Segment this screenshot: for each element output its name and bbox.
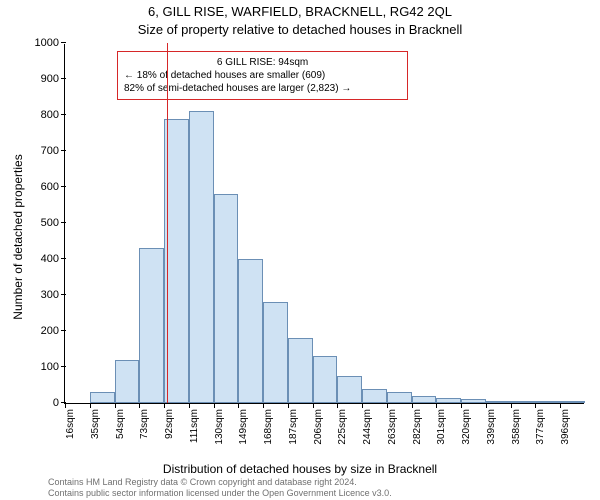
y-tick: 400 — [19, 253, 65, 265]
histogram-bar — [90, 392, 115, 403]
y-tick: 200 — [19, 325, 65, 337]
annotation-line-1: 6 GILL RISE: 94sqm — [124, 56, 401, 69]
y-axis-label: Number of detached properties — [11, 137, 25, 337]
histogram-bar — [387, 392, 412, 403]
x-tick-label: 377sqm — [535, 403, 546, 445]
x-tick-label: 111sqm — [189, 403, 200, 443]
footnote-line-2: Contains public sector information licen… — [48, 488, 392, 498]
annotation-line-2: ← 18% of detached houses are smaller (60… — [124, 69, 401, 82]
y-tick: 800 — [19, 109, 65, 121]
x-tick-label: 130sqm — [214, 403, 225, 445]
histogram-bar — [263, 302, 288, 403]
histogram-bar — [115, 360, 140, 403]
y-tick: 700 — [19, 145, 65, 157]
histogram-bar — [486, 401, 511, 403]
histogram-bar — [238, 259, 263, 403]
x-tick-label: 73sqm — [139, 403, 150, 439]
x-tick-label: 16sqm — [65, 403, 76, 439]
x-tick-label: 282sqm — [412, 403, 423, 445]
x-tick-label: 358sqm — [511, 403, 522, 445]
x-tick-label: 225sqm — [337, 403, 348, 445]
histogram-bar — [461, 399, 486, 403]
title-address: 6, GILL RISE, WARFIELD, BRACKNELL, RG42 … — [0, 4, 600, 19]
footnote-line-1: Contains HM Land Registry data © Crown c… — [48, 477, 392, 487]
x-tick-label: 301sqm — [436, 403, 447, 445]
histogram-bar — [214, 194, 239, 403]
histogram-bar — [189, 111, 214, 403]
annotation-line-3: 82% of semi-detached houses are larger (… — [124, 82, 401, 95]
y-tick: 900 — [19, 73, 65, 85]
x-tick-label: 244sqm — [362, 403, 373, 445]
x-tick-label: 206sqm — [313, 403, 324, 445]
x-tick-label: 54sqm — [115, 403, 126, 439]
x-tick-label: 396sqm — [560, 403, 571, 445]
x-tick-label: 35sqm — [90, 403, 101, 439]
histogram-bar — [535, 401, 560, 403]
annotation-box: 6 GILL RISE: 94sqm ← 18% of detached hou… — [117, 51, 408, 100]
x-tick-label: 320sqm — [461, 403, 472, 445]
marker-line — [167, 43, 169, 403]
x-axis-label: Distribution of detached houses by size … — [0, 462, 600, 476]
title-subtitle: Size of property relative to detached ho… — [0, 22, 600, 37]
y-tick: 600 — [19, 181, 65, 193]
histogram-bar — [337, 376, 362, 403]
histogram-bar — [560, 401, 585, 403]
y-tick: 500 — [19, 217, 65, 229]
histogram-bar — [511, 401, 536, 403]
x-tick-label: 339sqm — [486, 403, 497, 445]
histogram-bar — [313, 356, 338, 403]
x-tick-label: 92sqm — [164, 403, 175, 439]
x-tick-label: 149sqm — [238, 403, 249, 445]
footnote: Contains HM Land Registry data © Crown c… — [48, 477, 392, 498]
y-tick: 1000 — [19, 37, 65, 49]
x-tick-label: 168sqm — [263, 403, 274, 445]
histogram-bar — [139, 248, 164, 403]
chart-container: 6, GILL RISE, WARFIELD, BRACKNELL, RG42 … — [0, 0, 600, 500]
histogram-bar — [412, 396, 437, 403]
plot-area: 6 GILL RISE: 94sqm ← 18% of detached hou… — [64, 44, 584, 404]
x-tick-label: 263sqm — [387, 403, 398, 445]
histogram-bar — [436, 398, 461, 403]
y-tick: 300 — [19, 289, 65, 301]
histogram-bar — [362, 389, 387, 403]
y-tick: 100 — [19, 361, 65, 373]
y-tick: 0 — [19, 397, 65, 409]
x-tick-label: 187sqm — [288, 403, 299, 445]
histogram-bar — [288, 338, 313, 403]
